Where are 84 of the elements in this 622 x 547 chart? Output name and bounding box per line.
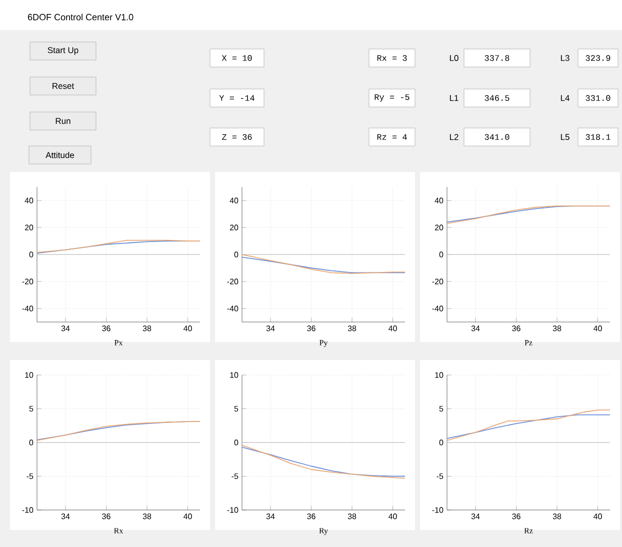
x-axis-title: Pz: [524, 340, 532, 346]
x-axis-title: Rz: [524, 528, 533, 534]
x-tick-label: 34: [266, 326, 275, 332]
y-tick-label: -20: [432, 278, 444, 284]
y-tick-label: -40: [432, 306, 444, 312]
text: Run: [56, 118, 70, 124]
y-tick-label: -10: [22, 507, 34, 513]
text: 6DOF Control Center V1.0: [28, 14, 134, 20]
text: 323.9: [586, 55, 610, 61]
y-tick-label: -5: [436, 473, 444, 480]
x-tick-label: 38: [552, 326, 562, 332]
x-tick-label: 34: [471, 326, 480, 332]
text: L2: [450, 134, 458, 140]
text: Rz = 4: [377, 134, 407, 140]
x-tick-label: 34: [61, 514, 70, 520]
text: L5: [560, 134, 570, 140]
y-tick-label: 5: [439, 406, 444, 412]
y-tick-label: 20: [24, 224, 34, 230]
y-tick-label: 5: [29, 406, 34, 412]
y-tick-label: -10: [432, 507, 444, 513]
x-tick-label: 34: [471, 514, 480, 520]
x-tick-label: 38: [348, 326, 356, 332]
text: Attitude: [46, 152, 74, 158]
line-series: [446, 410, 610, 441]
y-tick-label: 20: [230, 224, 238, 230]
x-tick-label: 36: [512, 514, 520, 520]
x-tick-label: 36: [307, 514, 316, 520]
x-tick-label: 38: [142, 514, 152, 520]
y-tick-label: 10: [230, 372, 238, 378]
x-tick-label: 40: [594, 326, 602, 332]
text: L3: [560, 54, 570, 61]
x-tick-label: 36: [102, 326, 110, 332]
y-tick-label: 40: [434, 198, 444, 204]
y-tick-label: 0: [439, 252, 444, 258]
text: 346.5: [484, 95, 510, 101]
x-tick-label: 36: [307, 326, 316, 332]
text: L1: [450, 95, 458, 101]
y-tick-label: 40: [230, 198, 238, 204]
x-tick-label: 40: [388, 326, 397, 332]
y-tick-label: -40: [227, 306, 238, 312]
text: 331.0: [586, 95, 610, 101]
y-tick-label: -40: [22, 306, 34, 312]
x-axis-title: Ry: [319, 528, 328, 536]
text: X = 10: [222, 55, 252, 61]
y-tick-label: -10: [227, 507, 238, 513]
x-tick-label: 38: [552, 514, 562, 520]
text: Y = -14: [219, 95, 254, 101]
y-tick-label: -20: [22, 278, 34, 284]
x-tick-label: 34: [61, 326, 70, 332]
y-tick-label: 0: [29, 440, 34, 446]
text: Reset: [52, 83, 74, 89]
text: 318.1: [586, 134, 610, 140]
y-tick-label: 0: [29, 252, 34, 258]
text: Rx = 3: [377, 55, 407, 61]
x-axis-title: Py: [320, 340, 328, 348]
x-tick-label: 40: [184, 326, 192, 332]
text: L4: [560, 95, 570, 101]
x-tick-label: 38: [348, 514, 356, 520]
y-tick-label: -5: [232, 473, 238, 480]
text: L0: [450, 54, 458, 61]
y-tick-label: 20: [434, 224, 444, 230]
x-tick-label: 38: [142, 326, 152, 332]
x-tick-label: 34: [266, 514, 275, 520]
y-tick-label: 40: [24, 198, 34, 204]
text: Ry = -5: [374, 94, 410, 102]
text: 341.0: [484, 134, 510, 140]
y-tick-label: 10: [435, 372, 444, 378]
x-axis-title: Rx: [114, 528, 124, 534]
y-tick-label: -5: [26, 473, 34, 480]
text: 337.8: [484, 55, 510, 61]
x-tick-label: 40: [594, 514, 602, 520]
y-tick-label: 0: [439, 440, 444, 446]
text: Z = 36: [222, 134, 252, 140]
x-tick-label: 36: [512, 326, 520, 332]
x-tick-label: 36: [102, 514, 110, 520]
y-tick-label: 0: [234, 440, 238, 446]
y-tick-label: 10: [25, 372, 34, 378]
y-tick-label: -20: [227, 278, 238, 284]
text: Start Up: [48, 47, 78, 55]
y-tick-label: 5: [234, 406, 238, 412]
y-tick-label: 0: [234, 252, 238, 258]
x-axis-title: Px: [114, 340, 123, 346]
x-tick-label: 40: [184, 514, 192, 520]
x-tick-label: 40: [388, 514, 397, 520]
